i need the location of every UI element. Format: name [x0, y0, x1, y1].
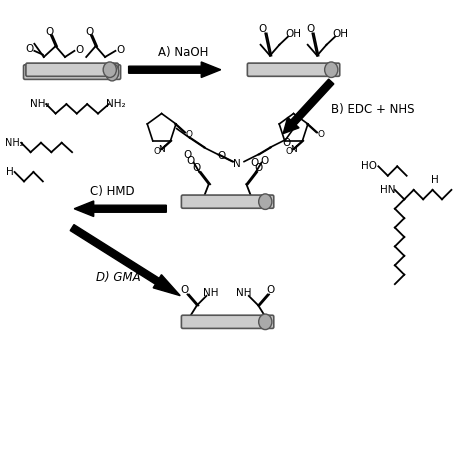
FancyBboxPatch shape: [182, 315, 274, 328]
Text: NH₂: NH₂: [5, 138, 24, 148]
Text: HO: HO: [361, 161, 377, 171]
FancyArrow shape: [70, 225, 180, 296]
Text: O: O: [75, 45, 83, 55]
Text: O: O: [218, 151, 226, 161]
Text: B) EDC + NHS: B) EDC + NHS: [331, 103, 415, 116]
FancyBboxPatch shape: [24, 65, 120, 79]
Text: O: O: [187, 155, 195, 165]
Text: O: O: [267, 285, 275, 295]
Text: H: H: [431, 175, 439, 185]
Text: O: O: [154, 146, 161, 155]
Text: H: H: [6, 167, 14, 177]
Text: O: O: [85, 27, 94, 37]
Ellipse shape: [259, 194, 272, 210]
Text: OH: OH: [285, 29, 301, 39]
FancyArrow shape: [74, 201, 166, 217]
Text: C) HMD: C) HMD: [90, 185, 135, 198]
Text: N: N: [290, 145, 297, 154]
Text: A) NaOH: A) NaOH: [158, 46, 208, 59]
Text: O: O: [286, 146, 293, 155]
Text: NH: NH: [203, 288, 219, 298]
Text: O: O: [251, 158, 259, 168]
Text: NH₂: NH₂: [30, 99, 50, 109]
Text: O: O: [116, 45, 124, 55]
Text: OH: OH: [333, 29, 349, 39]
Ellipse shape: [106, 63, 118, 81]
Text: O: O: [260, 155, 268, 165]
Text: N: N: [158, 145, 165, 154]
Text: O: O: [46, 27, 54, 37]
Ellipse shape: [259, 314, 272, 329]
Text: D) GMA: D) GMA: [96, 271, 140, 283]
Ellipse shape: [103, 62, 117, 77]
Text: O: O: [183, 150, 191, 160]
Text: O: O: [259, 24, 267, 34]
Ellipse shape: [325, 62, 338, 77]
FancyArrow shape: [128, 62, 221, 77]
Text: NH₂: NH₂: [106, 99, 125, 109]
FancyBboxPatch shape: [26, 63, 118, 76]
Text: NH: NH: [237, 288, 252, 298]
Text: O: O: [318, 130, 325, 139]
Text: O: O: [283, 138, 291, 148]
Text: O: O: [254, 163, 262, 173]
Text: O: O: [26, 44, 34, 54]
Text: N: N: [233, 159, 241, 169]
Text: O: O: [186, 130, 192, 139]
Text: HN: HN: [380, 185, 395, 195]
Text: O: O: [180, 285, 188, 295]
FancyBboxPatch shape: [247, 63, 340, 76]
FancyBboxPatch shape: [182, 195, 274, 208]
Text: O: O: [193, 163, 201, 173]
Text: O: O: [306, 24, 314, 34]
FancyArrow shape: [283, 79, 334, 134]
